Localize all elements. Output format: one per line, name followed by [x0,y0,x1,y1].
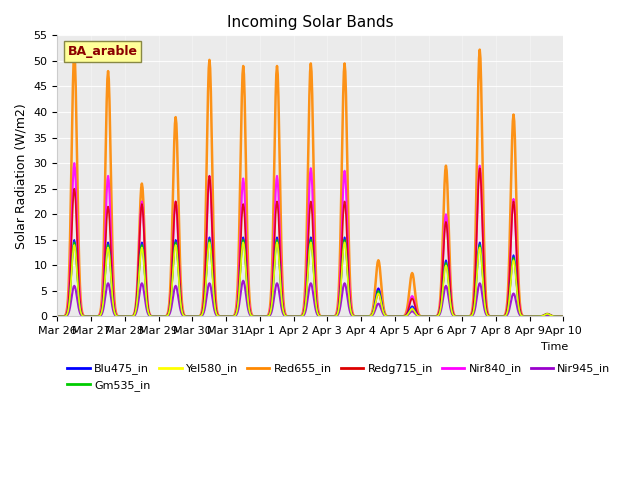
Text: Time: Time [541,342,568,352]
Text: BA_arable: BA_arable [68,45,138,58]
Y-axis label: Solar Radiation (W/m2): Solar Radiation (W/m2) [15,103,28,249]
Legend: Blu475_in, Gm535_in, Yel580_in, Red655_in, Redg715_in, Nir840_in, Nir945_in: Blu475_in, Gm535_in, Yel580_in, Red655_i… [63,359,615,395]
Title: Incoming Solar Bands: Incoming Solar Bands [227,15,394,30]
